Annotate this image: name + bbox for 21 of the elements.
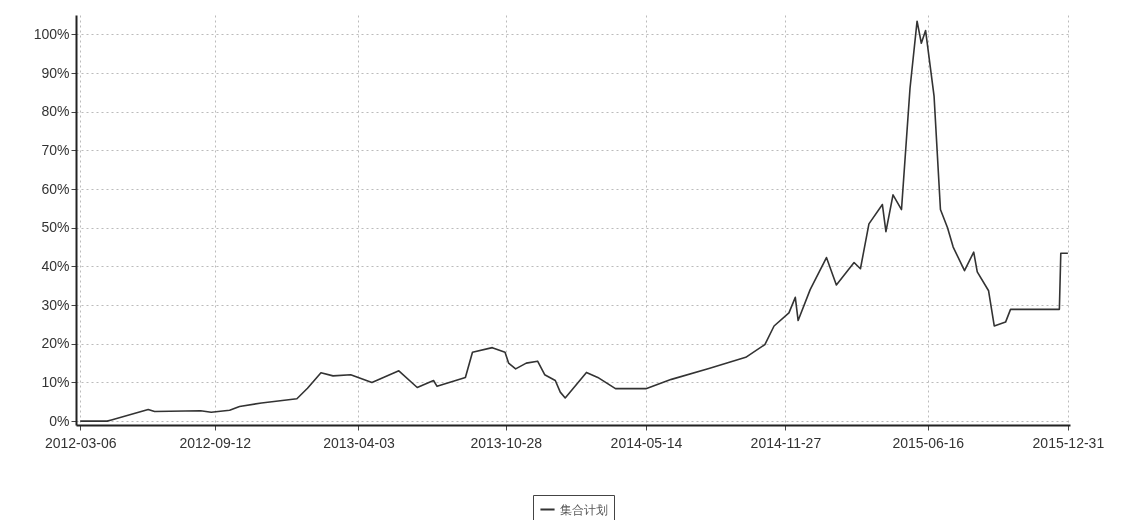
y-tick-label: 10%: [41, 373, 70, 390]
x-tick-label: 2015-06-16: [892, 434, 965, 451]
y-tick-label: 20%: [41, 335, 70, 352]
x-tick-label: 2013-04-03: [323, 434, 395, 451]
x-tick-label: 2015-12-31: [1032, 434, 1105, 451]
legend-label: 集合计划: [560, 502, 608, 517]
y-tick-label: 60%: [41, 180, 70, 197]
line-series: [79, 20, 1069, 422]
x-tick-label: 2012-03-06: [44, 434, 117, 451]
y-tick-label: 0%: [49, 412, 70, 429]
y-tick-label: 100%: [33, 25, 70, 42]
y-tick-label: 80%: [41, 103, 70, 120]
y-tick-label: 40%: [41, 257, 70, 274]
y-tick-label: 70%: [41, 141, 70, 158]
x-tick-label: 2014-11-27: [750, 434, 822, 451]
y-tick-label: 90%: [41, 64, 70, 81]
y-tick-label: 50%: [41, 219, 70, 236]
x-tick-label: 2014-05-14: [610, 434, 683, 451]
y-tick-label: 30%: [41, 296, 70, 313]
x-tick-label: 2012-09-12: [179, 434, 252, 451]
x-tick-label: 2013-10-28: [470, 434, 543, 451]
